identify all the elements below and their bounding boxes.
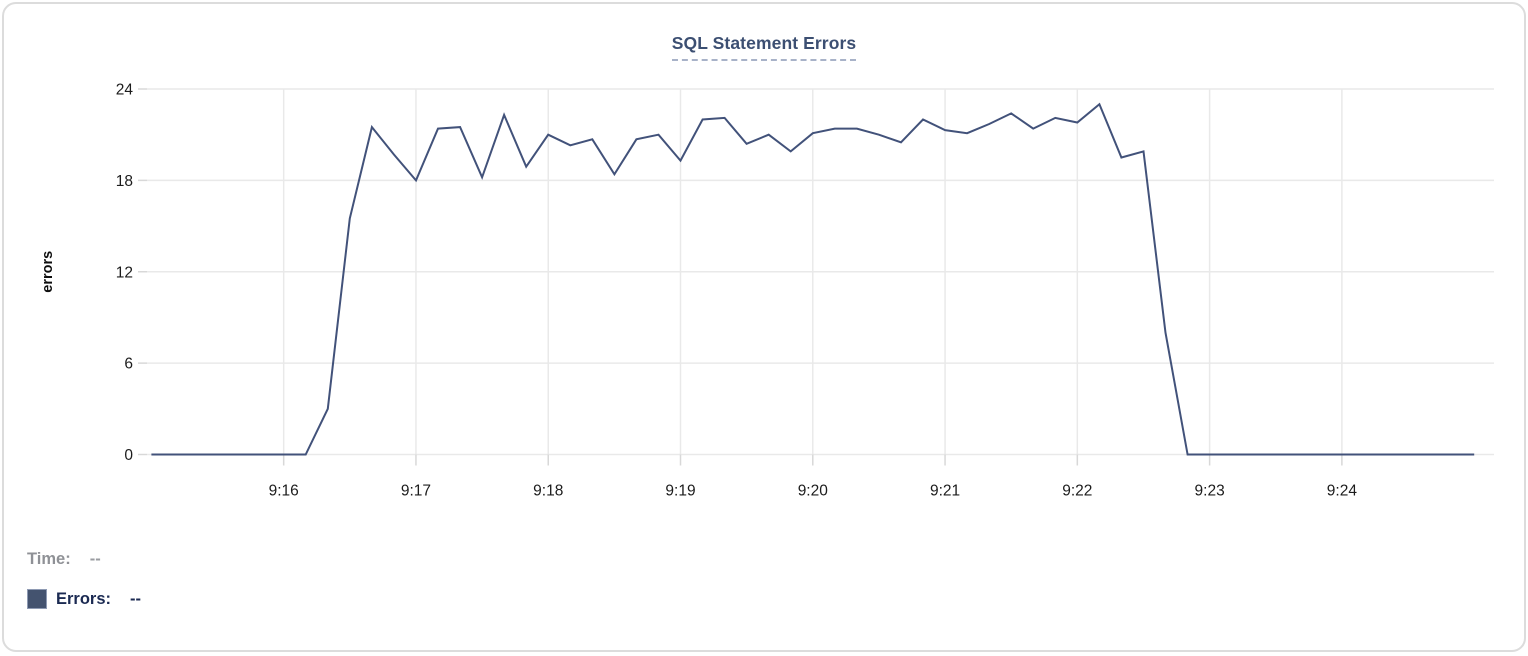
y-axis-title: errors bbox=[40, 251, 56, 293]
x-tick-label: 9:23 bbox=[1195, 483, 1225, 500]
y-tick-label: 24 bbox=[116, 82, 134, 99]
x-tick-label: 9:19 bbox=[665, 483, 695, 500]
legend-errors-swatch bbox=[27, 589, 47, 609]
chart-title-row: SQL Statement Errors bbox=[4, 33, 1524, 61]
legend-errors-value: -- bbox=[130, 589, 142, 608]
axis-ticks bbox=[138, 88, 1343, 466]
x-tick-label: 9:16 bbox=[269, 483, 299, 500]
errors-line-series bbox=[151, 102, 1475, 456]
legend-time-row: Time: -- bbox=[27, 548, 141, 570]
legend: Time: -- Errors: -- bbox=[27, 548, 141, 628]
chart-title[interactable]: SQL Statement Errors bbox=[671, 33, 857, 61]
y-tick-label: 6 bbox=[124, 356, 133, 373]
x-tick-label: 9:24 bbox=[1327, 483, 1358, 500]
y-tick-label: 0 bbox=[124, 447, 133, 464]
gridlines bbox=[147, 88, 1494, 456]
x-tick-label: 9:21 bbox=[930, 483, 960, 500]
x-tick-label: 9:17 bbox=[401, 483, 431, 500]
line-chart[interactable]: 0 6 12 18 24 9:16 9:17 9:18 9:19 9:20 9:21 9:22 9:23… bbox=[4, 4, 1528, 656]
y-tick-label: 18 bbox=[116, 173, 133, 190]
axis-labels: 0 6 12 18 24 9:16 9:17 9:18 9:19 9:20 9:21 9:22 9:23… bbox=[40, 82, 1357, 500]
y-tick-label: 12 bbox=[116, 264, 133, 281]
legend-time-label: Time: bbox=[27, 549, 71, 568]
x-tick-label: 9:20 bbox=[798, 483, 829, 500]
legend-errors-label: Errors: bbox=[56, 589, 112, 608]
x-tick-label: 9:18 bbox=[533, 483, 563, 500]
legend-time-value: -- bbox=[89, 549, 101, 568]
legend-errors-row: Errors: -- bbox=[27, 588, 141, 610]
x-tick-label: 9:22 bbox=[1062, 483, 1092, 500]
